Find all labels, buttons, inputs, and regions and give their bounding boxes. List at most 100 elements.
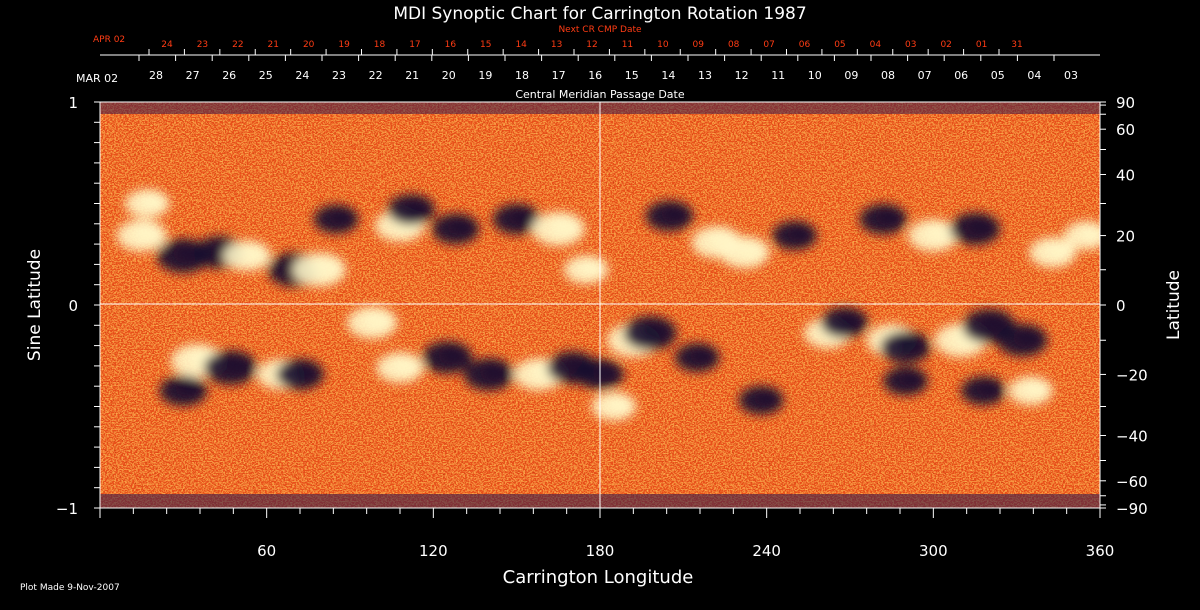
magnetic-region-positive [606, 393, 634, 414]
magnetic-region-negative [175, 377, 204, 399]
magnetic-region-negative [875, 205, 904, 227]
cmp-date-label: 13 [698, 69, 712, 82]
cmp-date-label: 06 [954, 69, 968, 82]
magnetic-region-positive [139, 190, 167, 211]
x-axis-label: Carrington Longitude [503, 567, 694, 588]
magnetic-region-positive [132, 221, 163, 244]
magnetic-region-positive [391, 354, 421, 376]
magnetic-region-negative [978, 311, 1011, 336]
cmp-date-label: 28 [149, 69, 163, 82]
cmp-date-label: 12 [735, 69, 749, 82]
magnetic-region-negative [1013, 325, 1044, 349]
next-cr-date-label: 31 [1011, 40, 1022, 50]
magnetic-region-positive [1023, 377, 1050, 398]
next-cr-date-label: 09 [693, 40, 705, 50]
magnetic-region-negative [689, 344, 717, 365]
magnetic-region-negative [753, 387, 781, 408]
x-tick-label: 300 [919, 542, 948, 560]
cmp-date-label: 18 [515, 69, 529, 82]
cmp-date-labels: 28 27 26 25 24 23 22 21 20 19 18 17 16 15 14 13 12 11 10 09… [138, 55, 1078, 82]
next-cr-date-label: 19 [338, 40, 350, 50]
cmp-date-label: 05 [991, 69, 1005, 82]
chart-title: MDI Synoptic Chart for Carrington Rotati… [393, 4, 806, 24]
next-cr-date-label: 01 [976, 40, 987, 50]
next-cr-date-label: 16 [445, 40, 457, 50]
next-cr-date-labels: 24 23 22 21 20 19 18 17 16 15 14 13 12 11 10 09 08 07 06 05… [148, 40, 1023, 55]
cmp-date-label: 17 [552, 69, 566, 82]
cmp-date-label: 09 [844, 69, 858, 82]
next-cr-date-label: 17 [409, 40, 420, 50]
magnetogram-map [100, 102, 1100, 508]
cmp-date-label: 19 [478, 69, 492, 82]
x-tick-label: 60 [257, 542, 276, 560]
magnetic-region-negative [447, 215, 476, 237]
y-axis-right: 90 60 40 20 0 −20 −40 −60 −90 [1100, 94, 1148, 518]
magnetic-region-positive [238, 242, 268, 264]
x-axis: 60 120 180 240 300 360 [99, 508, 1115, 560]
magnetic-region-negative [479, 360, 511, 383]
x-tick-label: 120 [419, 542, 448, 560]
magnetic-region-negative [291, 360, 321, 383]
cmp-axis-label: Central Meridian Passage Date [515, 88, 684, 101]
next-cr-date-label: 02 [940, 40, 951, 50]
magnetic-region-negative [896, 332, 927, 356]
cmp-date-label: 16 [588, 69, 602, 82]
x-tick-label: 240 [752, 542, 781, 560]
cmp-date-label: 10 [808, 69, 822, 82]
magnetic-region-negative [975, 377, 1003, 398]
cmp-date-label: 20 [442, 69, 456, 82]
y-right-tick-label: −20 [1116, 366, 1148, 384]
cmp-date-label: 26 [222, 69, 236, 82]
y-right-tick-label: 90 [1116, 94, 1135, 112]
magnetic-region-positive [1044, 238, 1074, 261]
magnetic-region-negative [508, 205, 537, 227]
plot-made-label: Plot Made 9-Nov-2007 [20, 583, 120, 593]
magnetic-region-positive [924, 221, 955, 244]
next-cr-date-label: 24 [161, 40, 173, 50]
next-cr-date-label: 11 [622, 40, 633, 50]
next-cr-date-label: 13 [551, 40, 562, 50]
x-tick-label: 180 [586, 542, 615, 560]
next-cr-date-label: 21 [268, 40, 279, 50]
cmp-date-label: 08 [881, 69, 895, 82]
y-left-tick-label: 0 [68, 297, 78, 315]
magnetic-region-negative [661, 202, 690, 224]
y-left-tick-label: 1 [68, 94, 78, 112]
y-axis-right-label: Latitude [1164, 270, 1184, 340]
cmp-date-label: 07 [918, 69, 932, 82]
next-cr-date-label: 04 [870, 40, 882, 50]
next-cr-start-label: APR 02 [93, 35, 125, 45]
magnetic-region-negative [640, 318, 672, 343]
magnetic-region-positive [309, 254, 342, 279]
next-cr-date-label: 05 [834, 40, 845, 50]
y-right-tick-label: −40 [1116, 427, 1148, 445]
cmp-date-label: 14 [661, 69, 675, 82]
next-cr-date-label: 10 [657, 40, 669, 50]
cmp-date-label: 24 [295, 69, 309, 82]
x-tick-label: 360 [1086, 542, 1115, 560]
y-left-tick-label: −1 [56, 500, 78, 518]
magnetic-region-positive [548, 213, 581, 238]
cmp-date-label: 25 [259, 69, 273, 82]
magnetic-region-negative [402, 195, 432, 218]
cmp-date-label: 03 [1064, 69, 1078, 82]
y-right-tick-label: −90 [1116, 500, 1148, 518]
next-cr-date-label: 18 [374, 40, 386, 50]
magnetic-region-negative [787, 222, 814, 243]
next-cr-date-label: 12 [586, 40, 597, 50]
y-axis-left-label: Sine Latitude [25, 249, 45, 361]
cmp-date-label: 27 [186, 69, 200, 82]
next-cr-date-label: 14 [515, 40, 527, 50]
magnetic-region-positive [363, 308, 394, 332]
cmp-date-label: 23 [332, 69, 346, 82]
cmp-date-label: 22 [369, 69, 383, 82]
next-cr-date-label: 06 [799, 40, 811, 50]
next-cr-date-label: 07 [763, 40, 774, 50]
y-right-tick-label: 0 [1116, 297, 1126, 315]
magnetic-region-negative [898, 367, 925, 389]
magnetic-region-negative [220, 352, 253, 377]
y-right-tick-label: 20 [1116, 228, 1135, 246]
next-cr-date-label: 03 [905, 40, 916, 50]
cmp-date-label: 15 [625, 69, 639, 82]
